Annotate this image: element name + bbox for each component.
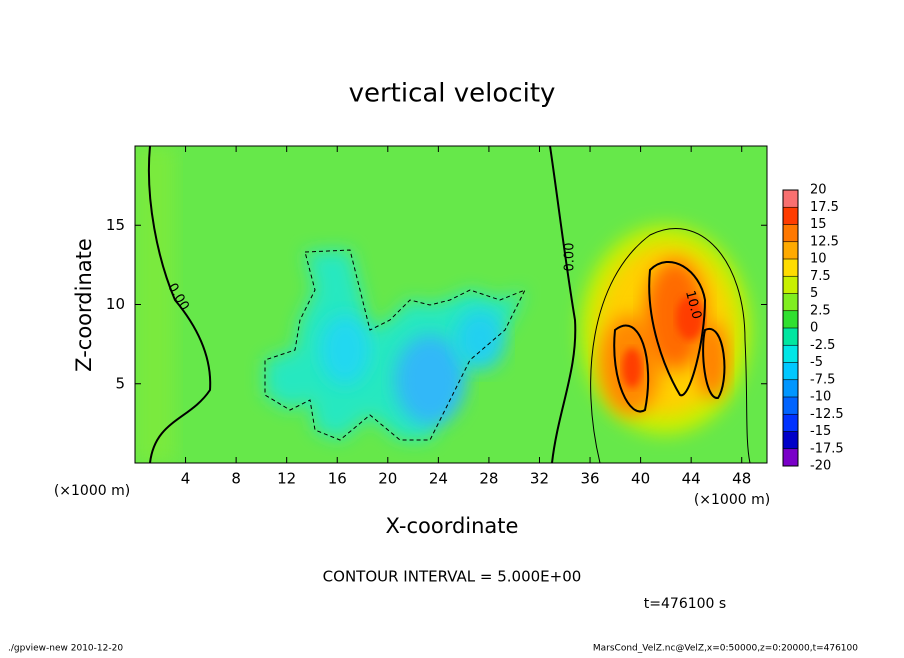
field-region	[135, 146, 175, 463]
x-tick-label: 40	[631, 470, 650, 488]
footer-left: ./gpview-new 2010-12-20	[8, 644, 123, 654]
colorbar-label: 12.5	[810, 234, 839, 249]
contour-positive	[590, 228, 751, 463]
field-region	[676, 296, 704, 340]
contour-positive	[613, 324, 650, 413]
colorbar-band	[783, 362, 798, 380]
field	[135, 146, 767, 463]
x-tick-label: 48	[732, 470, 751, 488]
colorbar-label: -7.5	[810, 372, 835, 387]
contour-interval: CONTOUR INTERVAL = 5.000E+00	[323, 568, 582, 586]
colorbar-label: -12.5	[810, 407, 844, 422]
field-region	[395, 335, 465, 425]
colorbar-label: 15	[810, 217, 827, 232]
colorbar-band	[783, 241, 798, 259]
contour-negative	[264, 249, 527, 441]
x-tick-label: 36	[580, 470, 599, 488]
colorbar-band	[783, 190, 798, 208]
colorbar-label: 20	[810, 183, 827, 198]
colorbar-band	[783, 310, 798, 328]
colorbar-label: 2.5	[810, 303, 831, 318]
colorbar-band	[783, 414, 798, 432]
colorbar-label: -2.5	[810, 338, 835, 353]
field-region	[265, 250, 525, 440]
colorbar-label: 0	[810, 321, 818, 336]
colorbar-band	[783, 293, 798, 311]
colorbar-label: 7.5	[810, 269, 831, 284]
contour-zero	[147, 146, 212, 463]
colorbar-label: -10	[810, 390, 831, 405]
x-unit: (×1000 m)	[694, 492, 770, 508]
field-region	[320, 315, 370, 385]
contour-label: 0.00	[563, 243, 578, 272]
x-tick-label: 28	[479, 470, 498, 488]
y-tick-label: 10	[106, 295, 125, 313]
colorbar-label: 17.5	[810, 200, 839, 215]
colorbar-band	[783, 276, 798, 294]
x-tick-label: 12	[277, 470, 296, 488]
field-region	[645, 260, 705, 370]
colorbar-frame	[782, 189, 799, 467]
x-tick-label: 16	[328, 470, 347, 488]
field-region	[622, 348, 642, 388]
x-tick-label: 20	[378, 470, 397, 488]
contour-positive	[702, 327, 726, 399]
x-unit: (×1000 m)	[54, 483, 130, 499]
y-axis-label: Z-coordinate	[72, 238, 96, 372]
colorbar-band	[783, 345, 798, 363]
colorbar-label: 5	[810, 286, 818, 301]
footer-right: MarsCond_VelZ.nc@VelZ,x=0:50000,z=0:2000…	[593, 644, 858, 654]
colorbar-band	[783, 448, 798, 466]
colorbar-band	[783, 379, 798, 397]
colorbar-band	[783, 207, 798, 225]
y-tick-label: 5	[115, 374, 125, 392]
chart-title: vertical velocity	[349, 79, 556, 109]
y-tick-label: 15	[106, 216, 125, 234]
colorbar-label: -5	[810, 355, 823, 370]
colorbar-label: -17.5	[810, 441, 844, 456]
colorbar-band	[783, 224, 798, 242]
colorbar-label: -20	[810, 459, 831, 474]
colorbar-band	[783, 397, 798, 415]
x-tick-label: 44	[682, 470, 701, 488]
x-tick-label: 32	[530, 470, 549, 488]
contour-positive	[648, 260, 707, 397]
colorbar-band	[783, 431, 798, 449]
colorbar-label: -15	[810, 424, 831, 439]
contour-label: 10.0	[682, 289, 704, 321]
colorbar-band	[783, 259, 798, 277]
time-label: t=476100 s	[644, 596, 726, 612]
x-tick-label: 8	[231, 470, 241, 488]
x-axis-label: X-coordinate	[386, 514, 519, 538]
colorbar-label: 10	[810, 252, 827, 267]
x-tick-label: 24	[429, 470, 448, 488]
colorbar-band	[783, 328, 798, 346]
x-tick-label: 4	[181, 470, 191, 488]
contour-zero	[549, 146, 577, 463]
field-region	[455, 310, 505, 370]
